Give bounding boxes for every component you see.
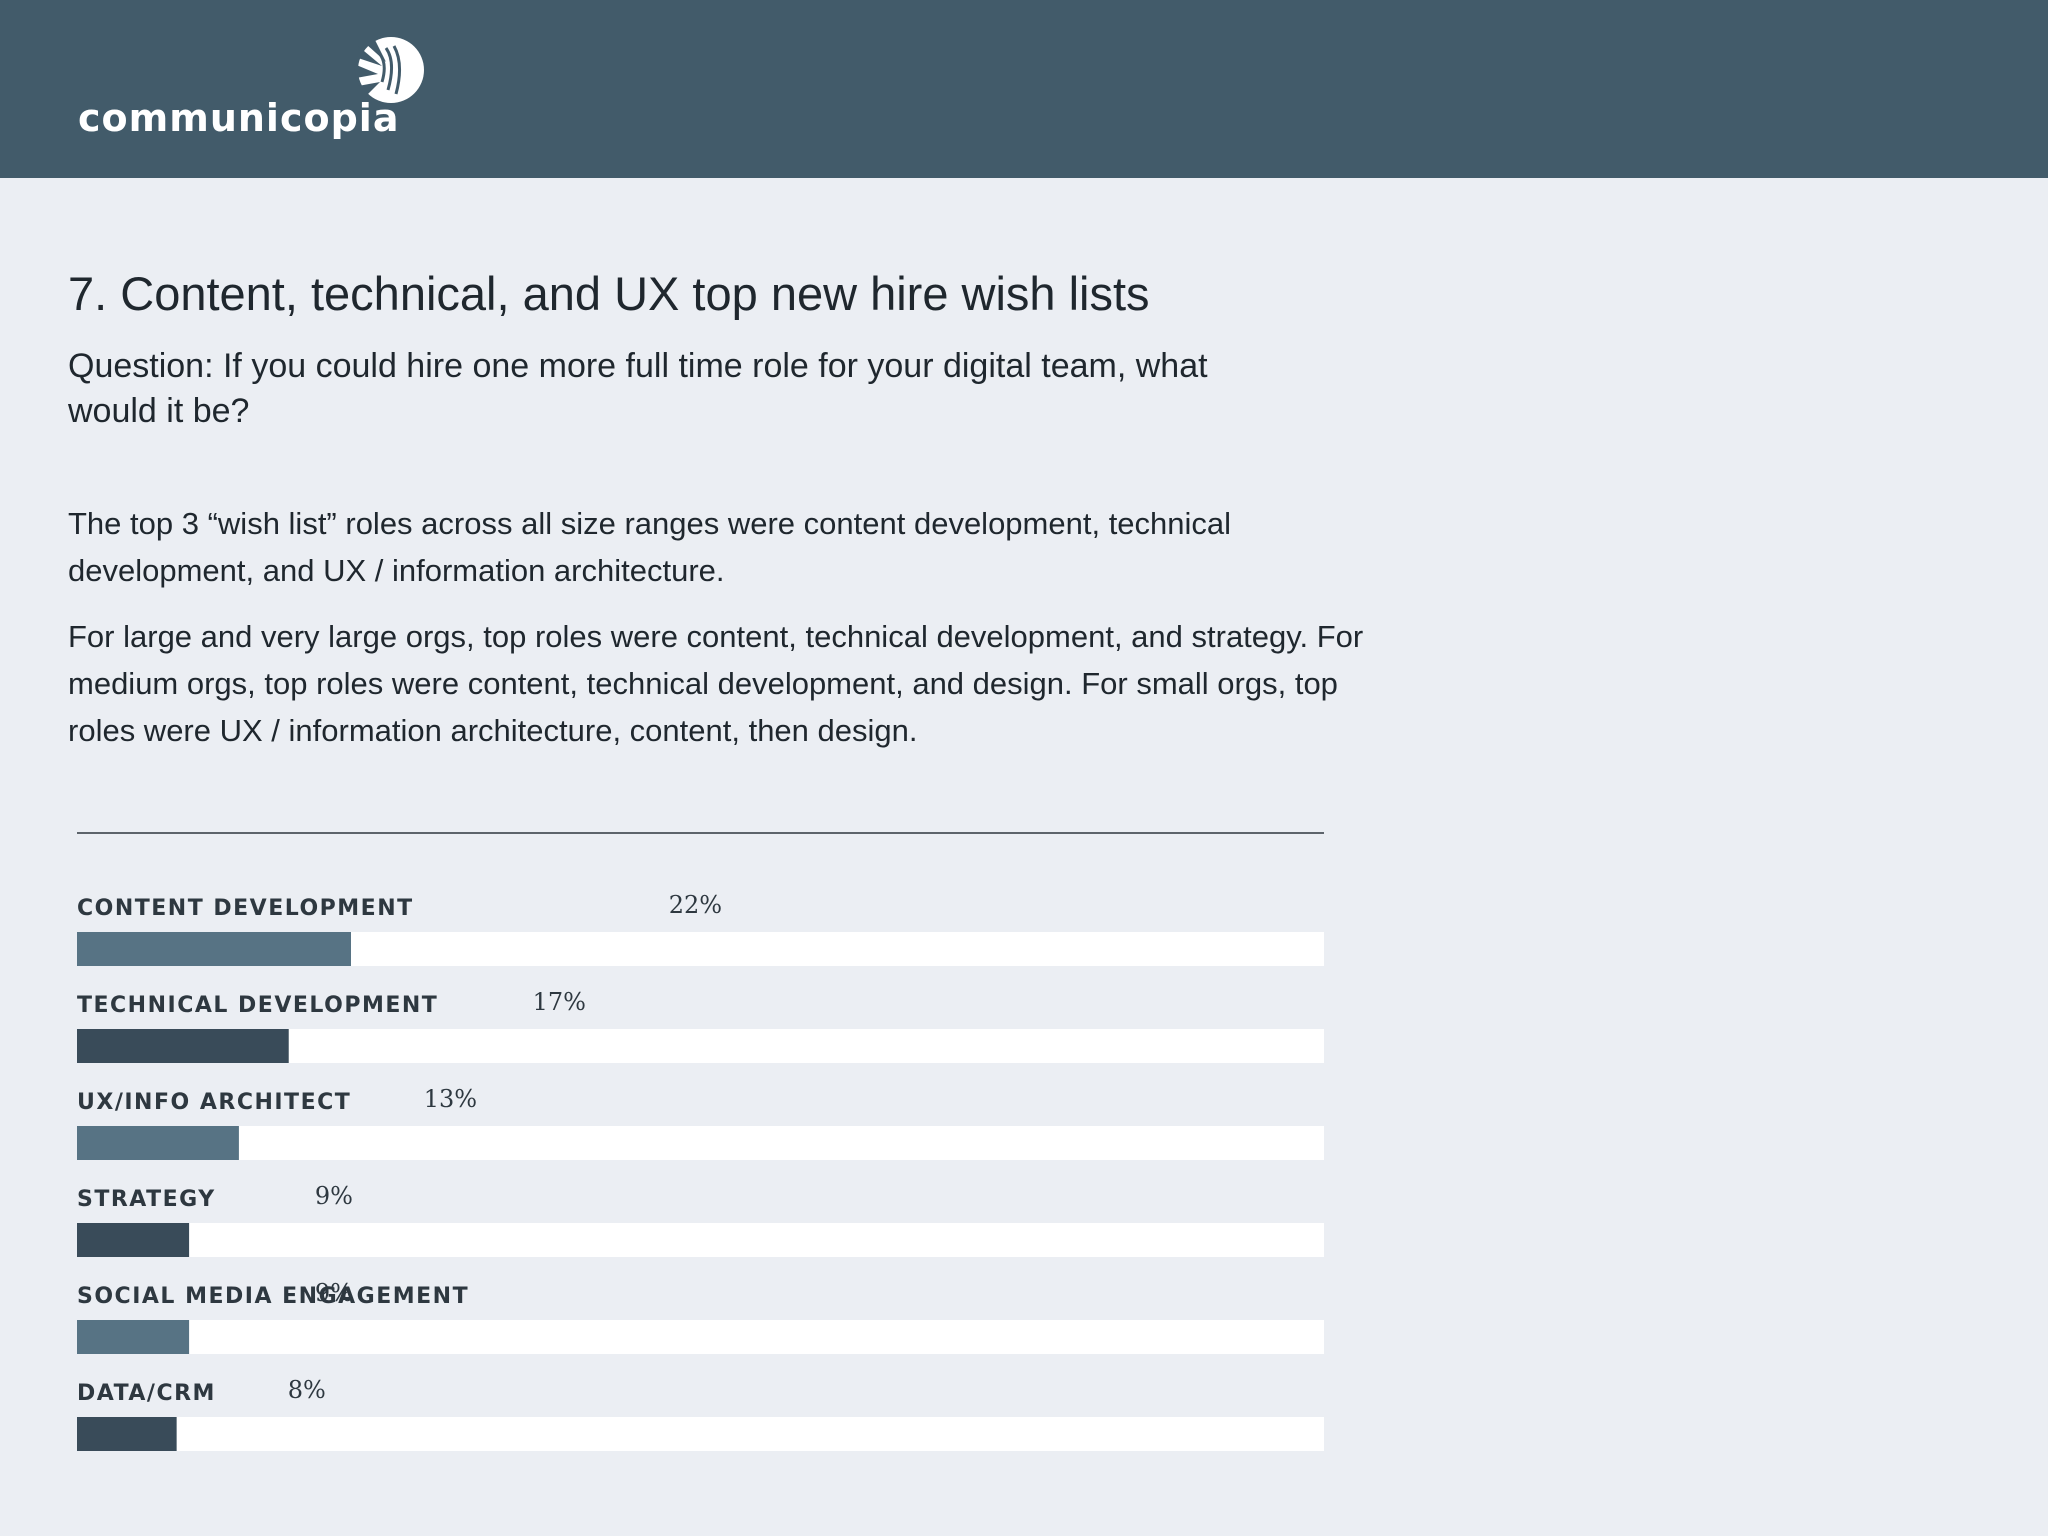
communicopia-logo-text: communicopia [78,96,400,140]
value-label: 9% [315,1182,353,1210]
value-label: 17% [533,988,586,1016]
value-label: 8% [288,1376,326,1404]
bar [77,932,351,966]
bar-track [77,1126,1324,1160]
category-label: SOCIAL MEDIA ENGAGEMENT [77,1284,469,1309]
bar [77,1029,289,1063]
category-label: STRATEGY [77,1187,216,1212]
bar [77,1417,177,1451]
bar [77,1126,239,1160]
communicopia-logo-icon [354,37,424,103]
category-label: CONTENT DEVELOPMENT [77,896,414,921]
header-banner: communicopia [0,0,2048,178]
question-text: Question: If you could hire one more ful… [68,347,1208,430]
category-label: TECHNICAL DEVELOPMENT [77,993,438,1018]
bar-track [77,1320,1324,1354]
paragraph-by-org-size: For large and very large orgs, top roles… [68,619,1364,748]
chart-top-rule [77,832,1324,834]
value-label: 9% [315,1279,353,1307]
bar-track [77,1223,1324,1257]
category-label: DATA/CRM [77,1381,216,1406]
value-label: 22% [669,891,722,919]
category-label: UX/INFO ARCHITECT [77,1090,351,1115]
bar-track [77,1417,1324,1451]
page-title: 7. Content, technical, and UX top new hi… [68,267,1150,320]
paragraph-summary: The top 3 “wish list” roles across all s… [68,506,1232,588]
bar [77,1223,190,1257]
bar [77,1320,190,1354]
value-label: 13% [424,1085,477,1113]
